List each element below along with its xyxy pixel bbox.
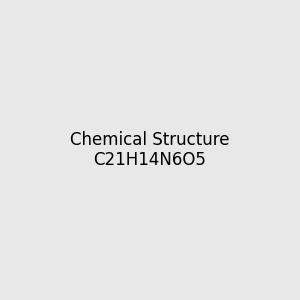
Text: Chemical Structure
C21H14N6O5: Chemical Structure C21H14N6O5 [70,130,230,170]
